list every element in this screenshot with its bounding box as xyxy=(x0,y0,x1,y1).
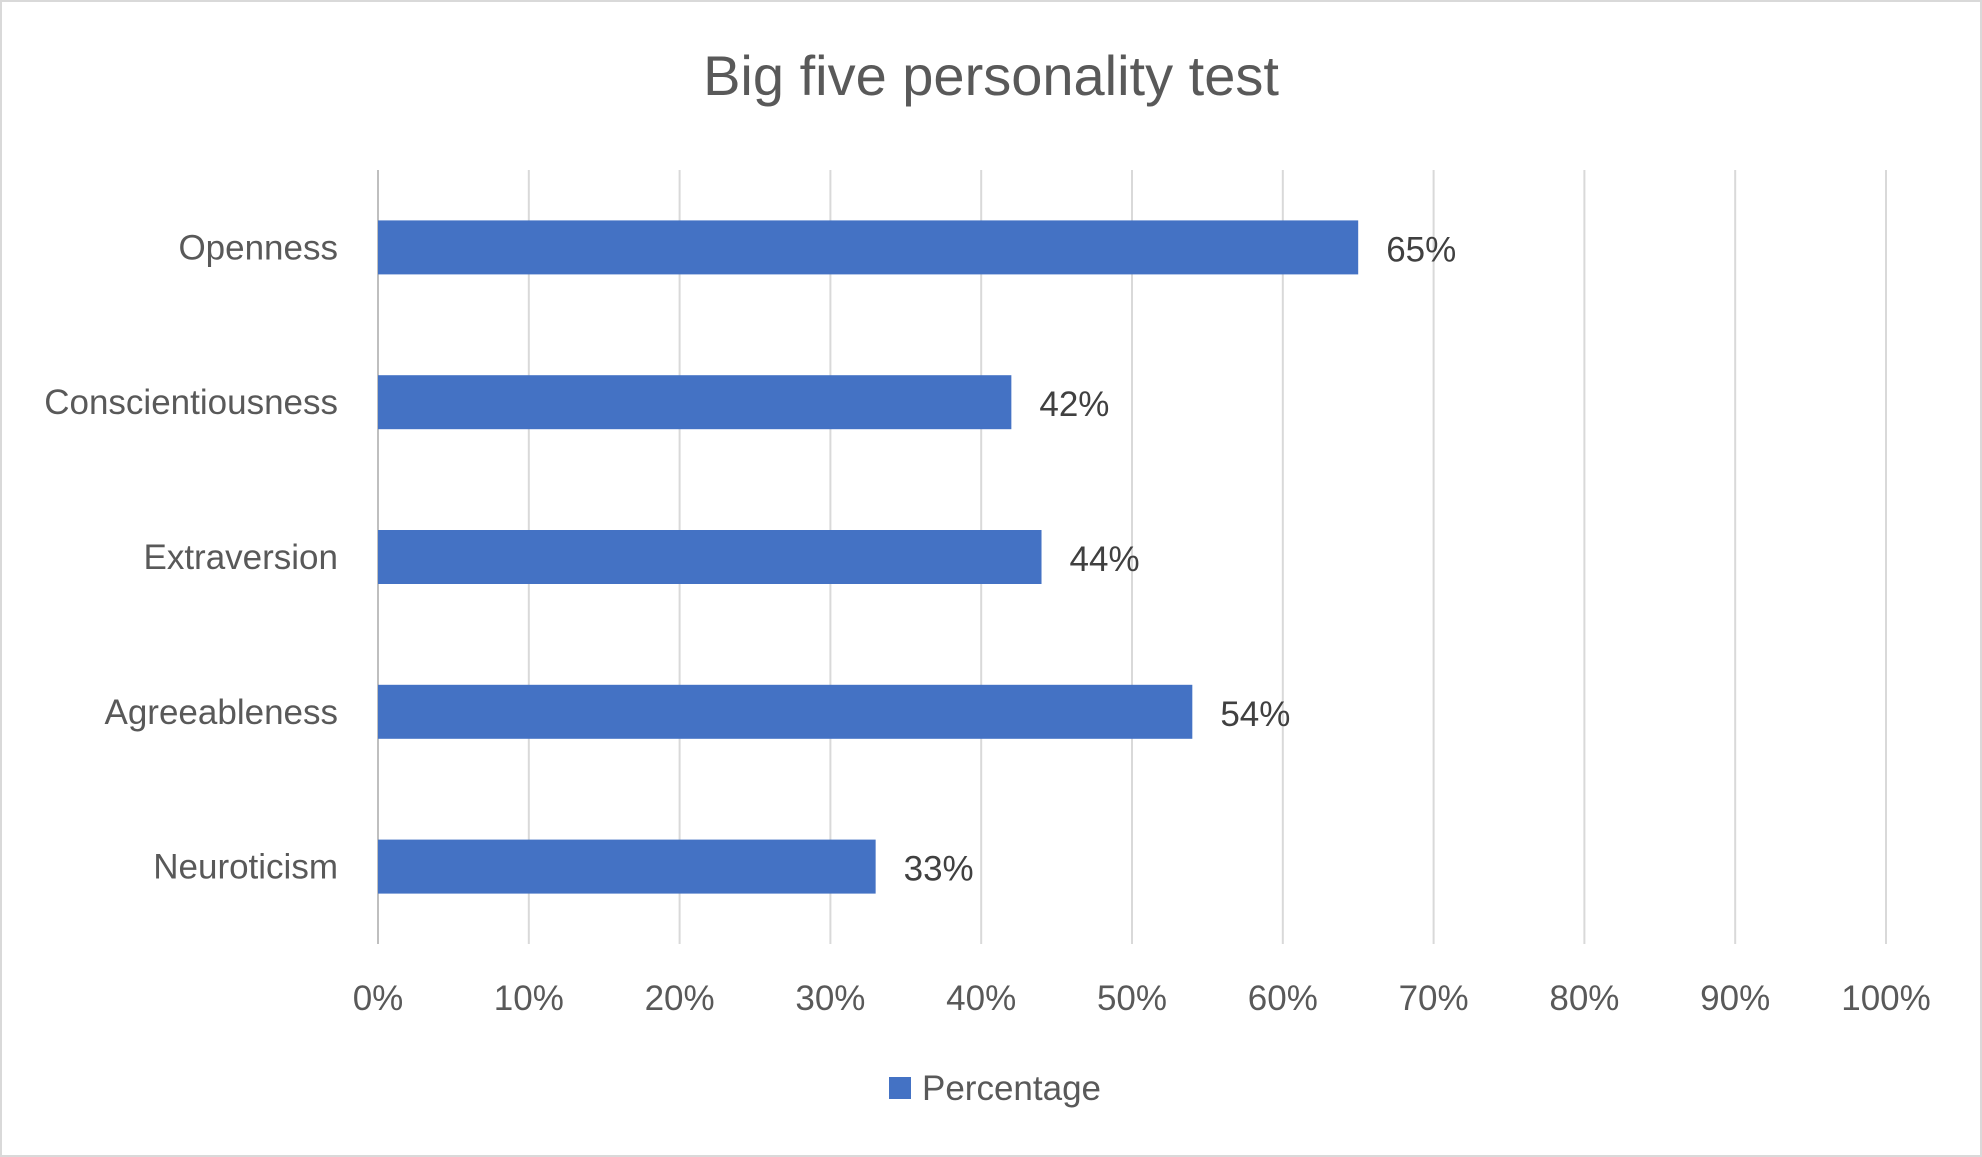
x-tick-label: 50% xyxy=(1097,979,1167,1018)
x-axis-tick-labels: 0% 10% 20% 30% 40% 50% 60% 70% 80% 90% 100% xyxy=(353,979,1931,1018)
x-tick-label: 20% xyxy=(645,979,715,1018)
bar-conscientiousness xyxy=(378,375,1012,430)
legend-swatch xyxy=(889,1077,911,1099)
data-label: 54% xyxy=(1220,695,1290,734)
x-tick-label: 0% xyxy=(353,979,404,1018)
category-labels: Openness Conscientiousness Extraversion Agr… xyxy=(44,228,338,886)
data-label: 33% xyxy=(904,850,974,889)
x-tick-label: 90% xyxy=(1700,979,1770,1018)
legend-label: Percentage xyxy=(922,1069,1101,1108)
legend: Percentage xyxy=(889,1069,1101,1108)
bars xyxy=(378,220,1359,894)
x-tick-label: 70% xyxy=(1399,979,1469,1018)
x-tick-label: 40% xyxy=(946,979,1016,1018)
x-tick-label: 80% xyxy=(1549,979,1619,1018)
category-label: Neuroticism xyxy=(153,848,338,887)
chart-title: Big five personality test xyxy=(703,44,1279,107)
data-label: 42% xyxy=(1039,385,1109,424)
bar-openness xyxy=(378,220,1359,275)
bar-agreeableness xyxy=(378,684,1193,739)
category-label: Openness xyxy=(178,228,338,267)
bar-neuroticism xyxy=(378,839,876,894)
category-label: Conscientiousness xyxy=(44,383,338,422)
x-tick-label: 60% xyxy=(1248,979,1318,1018)
data-label: 65% xyxy=(1386,230,1456,269)
data-labels: 65% 42% 44% 54% 33% xyxy=(904,230,1457,888)
data-label: 44% xyxy=(1070,540,1140,579)
bar-extraversion xyxy=(378,530,1042,584)
category-label: Extraversion xyxy=(143,538,338,577)
x-tick-label: 100% xyxy=(1841,979,1931,1018)
category-label: Agreeableness xyxy=(105,693,339,732)
x-tick-label: 30% xyxy=(795,979,865,1018)
gridlines xyxy=(377,170,1887,944)
x-tick-label: 10% xyxy=(494,979,564,1018)
